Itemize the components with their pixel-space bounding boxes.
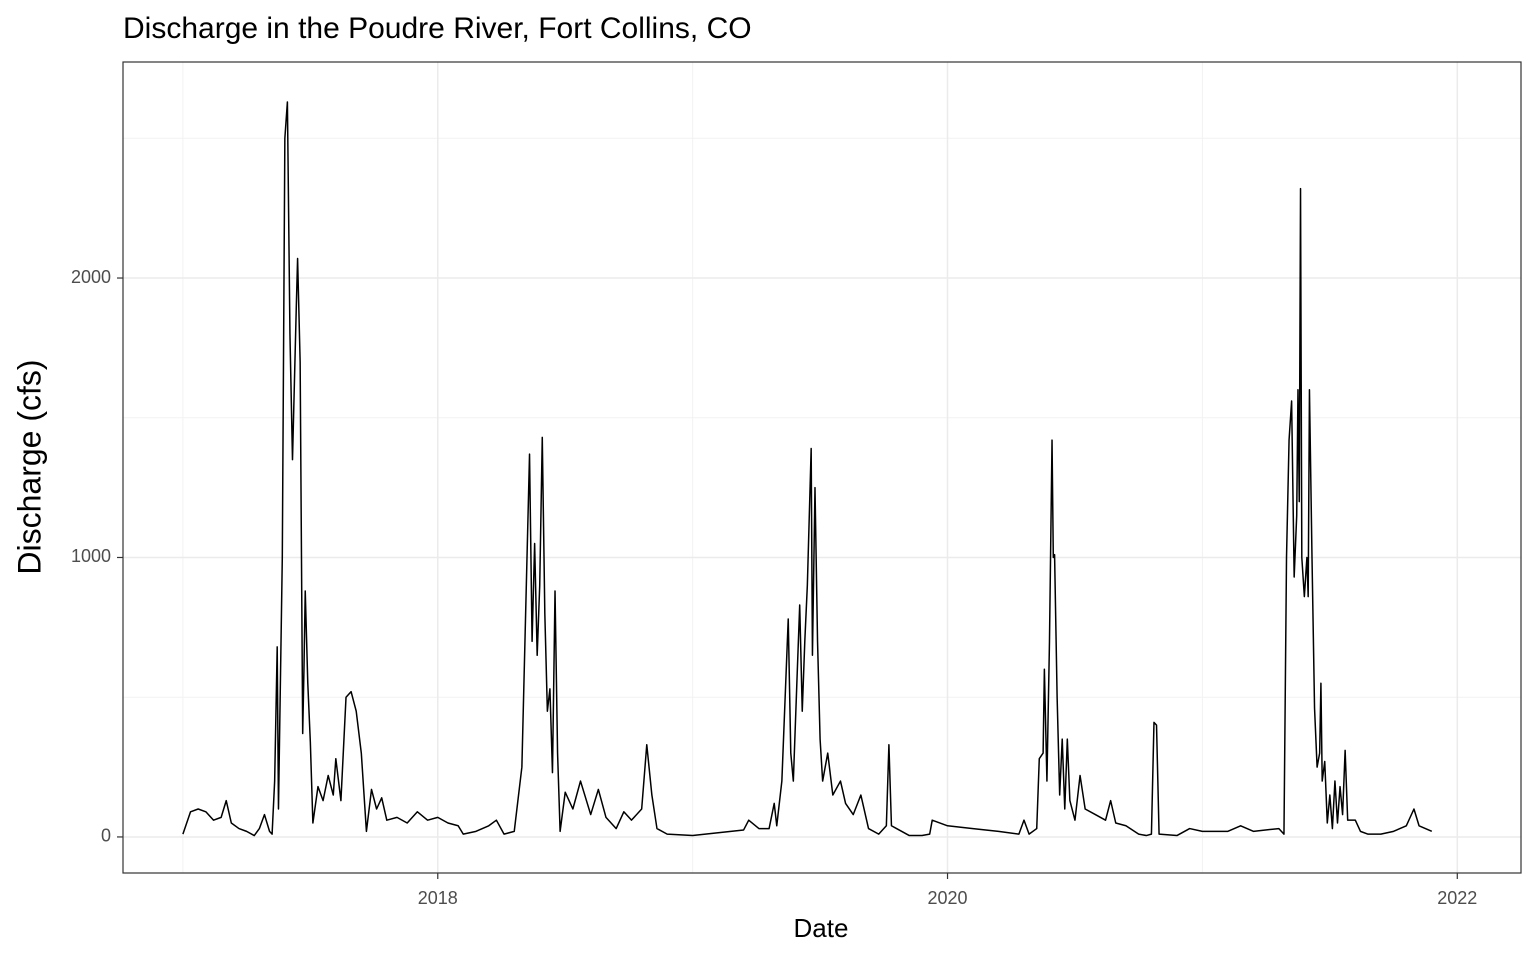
panel-border	[122, 61, 1522, 874]
x-axis-label: Date	[794, 913, 849, 943]
y-axis-label: Discharge (cfs)	[11, 359, 47, 574]
y-tick-label: 0	[101, 826, 111, 846]
x-tick-label: 2018	[418, 888, 458, 908]
x-tick-label: 2020	[928, 888, 968, 908]
x-tick-label: 2022	[1437, 888, 1477, 908]
series-line	[182, 101, 1433, 837]
y-tick-label: 1000	[71, 546, 111, 566]
chart-title: Discharge in the Poudre River, Fort Coll…	[123, 12, 752, 45]
y-tick-label: 2000	[71, 267, 111, 287]
